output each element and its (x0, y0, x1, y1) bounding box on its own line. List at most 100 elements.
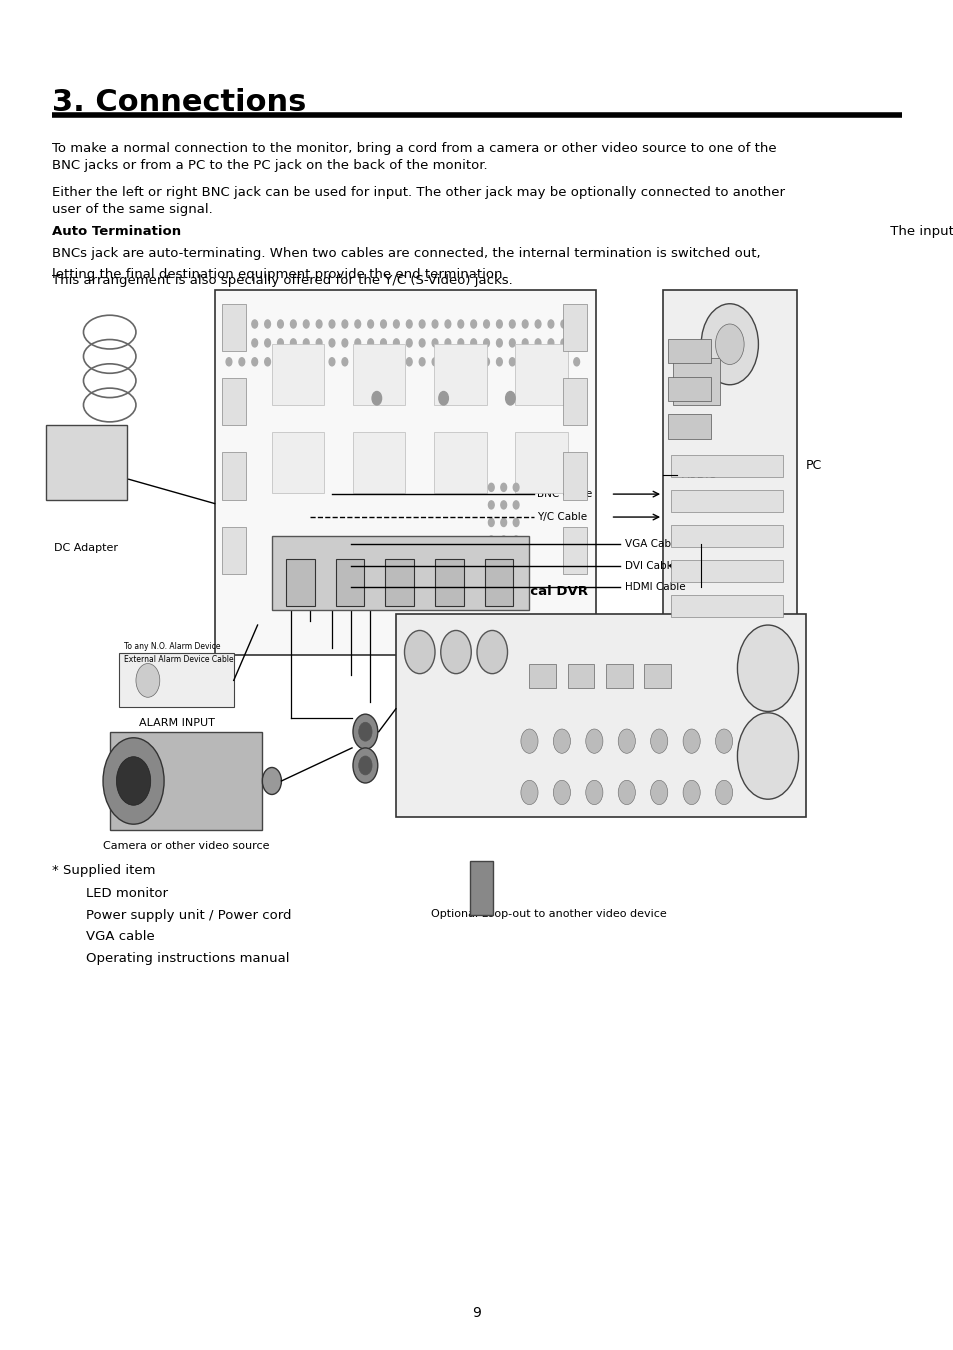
Circle shape (483, 320, 489, 328)
Bar (435, 559, 463, 606)
Bar (670, 490, 782, 512)
Circle shape (560, 339, 566, 347)
Circle shape (505, 392, 515, 405)
Circle shape (496, 339, 501, 347)
Circle shape (316, 358, 322, 366)
Circle shape (700, 304, 758, 385)
Text: This arrangement is also specially offered for the Y/C (S-Video) jacks.: This arrangement is also specially offer… (52, 274, 513, 288)
Circle shape (513, 483, 518, 491)
Circle shape (367, 320, 373, 328)
Text: VGA Cable: VGA Cable (624, 539, 679, 549)
Bar (335, 559, 364, 606)
Circle shape (513, 536, 518, 544)
Circle shape (553, 729, 570, 753)
Circle shape (252, 320, 257, 328)
Circle shape (380, 339, 386, 347)
Bar (515, 344, 567, 405)
Text: To any N.O. Alarm Device: To any N.O. Alarm Device (124, 641, 220, 651)
Circle shape (488, 536, 494, 544)
Text: PC: PC (805, 459, 821, 472)
Circle shape (715, 780, 732, 805)
Circle shape (553, 780, 570, 805)
Circle shape (535, 320, 540, 328)
Bar (670, 560, 782, 582)
Bar (484, 559, 513, 606)
Circle shape (341, 358, 347, 366)
Circle shape (238, 339, 244, 347)
Circle shape (496, 358, 501, 366)
Circle shape (290, 320, 295, 328)
Circle shape (252, 339, 257, 347)
Circle shape (650, 729, 667, 753)
Circle shape (560, 320, 566, 328)
Circle shape (355, 339, 360, 347)
Circle shape (432, 320, 437, 328)
Circle shape (444, 358, 451, 366)
Text: The input circuit of the monitor normally terminates the incoming cable in 75 Ω,: The input circuit of the monitor normall… (885, 225, 953, 239)
Circle shape (737, 625, 798, 711)
Circle shape (353, 748, 377, 783)
Circle shape (329, 358, 335, 366)
Circle shape (277, 320, 283, 328)
Circle shape (682, 780, 700, 805)
Circle shape (264, 320, 271, 328)
Bar (272, 536, 529, 610)
Circle shape (500, 518, 506, 526)
Bar (670, 595, 782, 617)
Bar (434, 344, 486, 405)
Circle shape (432, 358, 437, 366)
Bar (515, 432, 567, 493)
Circle shape (380, 320, 386, 328)
Bar (662, 290, 796, 641)
Bar (529, 664, 556, 689)
Circle shape (509, 320, 515, 328)
Circle shape (547, 358, 553, 366)
Circle shape (303, 320, 309, 328)
Bar (272, 344, 324, 405)
Text: letting the final destination equipment provide the end termination.: letting the final destination equipment … (52, 269, 507, 281)
Bar (286, 559, 314, 606)
Circle shape (574, 320, 578, 328)
Bar (667, 377, 710, 401)
Circle shape (341, 339, 347, 347)
Circle shape (547, 320, 553, 328)
Text: LED monitor: LED monitor (86, 887, 168, 900)
Bar (214, 290, 596, 655)
Circle shape (585, 780, 602, 805)
Circle shape (522, 358, 527, 366)
Circle shape (303, 358, 309, 366)
Circle shape (715, 324, 743, 365)
Ellipse shape (135, 664, 159, 697)
Circle shape (367, 358, 373, 366)
Text: Operating instructions manual: Operating instructions manual (86, 952, 289, 965)
Circle shape (476, 630, 507, 674)
Circle shape (290, 339, 295, 347)
Circle shape (500, 536, 506, 544)
Bar (562, 378, 586, 425)
Circle shape (432, 339, 437, 347)
Text: VGA cable: VGA cable (86, 930, 154, 944)
Text: Either the left or right BNC jack can be used for input. The other jack may be o: Either the left or right BNC jack can be… (52, 186, 784, 216)
Text: * Supplied item: * Supplied item (52, 864, 155, 878)
Bar (222, 526, 246, 574)
Bar (470, 861, 493, 915)
Bar (353, 432, 405, 493)
Circle shape (303, 339, 309, 347)
Circle shape (277, 358, 283, 366)
Circle shape (470, 358, 476, 366)
Circle shape (574, 339, 578, 347)
Circle shape (355, 358, 360, 366)
Bar (119, 653, 233, 707)
Circle shape (103, 737, 164, 824)
Circle shape (488, 483, 494, 491)
Circle shape (535, 358, 540, 366)
Circle shape (500, 483, 506, 491)
Circle shape (358, 756, 372, 775)
Circle shape (470, 339, 476, 347)
Circle shape (226, 320, 232, 328)
Circle shape (341, 320, 347, 328)
Circle shape (329, 320, 335, 328)
Bar (222, 452, 246, 499)
Bar (222, 304, 246, 351)
Circle shape (316, 339, 322, 347)
